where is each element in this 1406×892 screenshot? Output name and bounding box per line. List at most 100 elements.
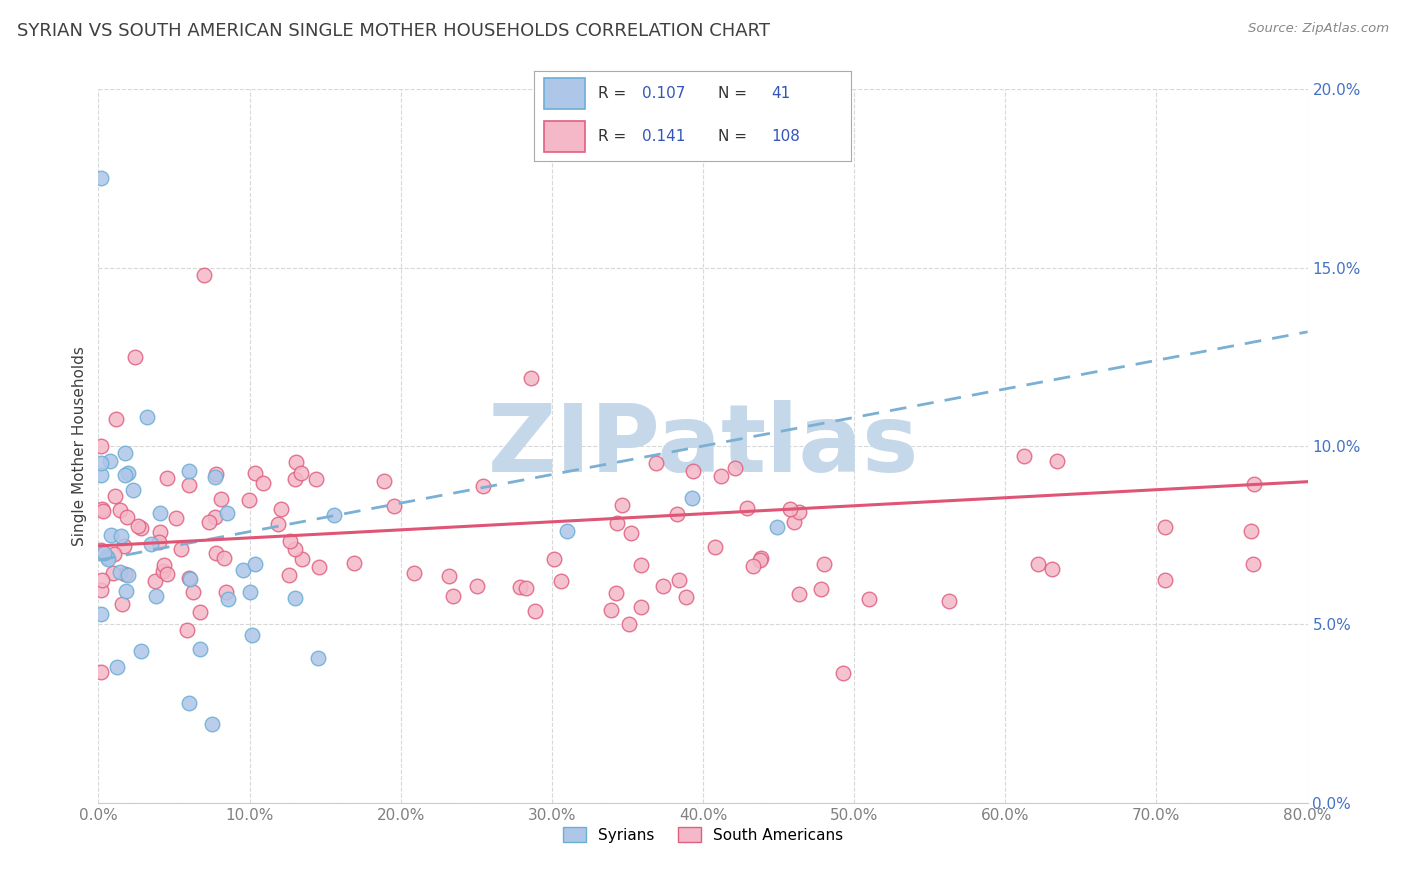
Point — [1154, 520, 1177, 534]
Point — [105, 660, 128, 674]
Bar — [544, 78, 585, 109]
Point — [284, 541, 307, 556]
Point — [550, 574, 572, 588]
Point — [90, 543, 112, 558]
Point — [124, 350, 146, 364]
Point — [209, 492, 232, 507]
Point — [122, 483, 145, 497]
Point — [115, 583, 138, 598]
Point — [1153, 574, 1175, 588]
Point — [509, 580, 531, 594]
Point — [252, 476, 274, 491]
Point — [938, 593, 960, 607]
Point — [665, 507, 688, 521]
Point — [139, 537, 162, 551]
Point — [204, 510, 226, 524]
Point — [217, 591, 239, 606]
Point — [103, 566, 125, 581]
Text: 0.107: 0.107 — [641, 87, 685, 101]
Point — [177, 478, 200, 492]
Point — [156, 471, 179, 485]
Point — [90, 171, 112, 186]
Point — [170, 542, 193, 557]
Point — [90, 468, 112, 483]
Point — [215, 507, 238, 521]
Point — [600, 603, 623, 617]
Point — [156, 567, 179, 582]
Point — [110, 565, 132, 579]
Point — [515, 582, 537, 596]
Point — [343, 557, 366, 571]
Point — [201, 717, 224, 731]
Point — [117, 568, 139, 582]
Point — [270, 501, 292, 516]
Point — [742, 559, 765, 574]
Point — [198, 515, 221, 529]
Point — [105, 412, 128, 426]
Point — [90, 456, 112, 470]
Point — [152, 564, 174, 578]
Point — [322, 508, 344, 523]
Point — [520, 371, 543, 385]
Point — [165, 511, 187, 525]
Point — [384, 499, 406, 513]
Point — [96, 550, 118, 565]
Point — [278, 534, 301, 549]
Point — [787, 587, 810, 601]
Text: 108: 108 — [772, 129, 800, 144]
Point — [766, 520, 789, 534]
Point — [751, 550, 773, 565]
Point — [437, 568, 460, 582]
Point — [108, 503, 131, 517]
Legend: Syrians, South Americans: Syrians, South Americans — [557, 821, 849, 848]
Point — [277, 568, 299, 582]
Point — [402, 566, 425, 580]
Text: N =: N = — [717, 129, 752, 144]
Point — [136, 410, 159, 425]
Point — [117, 467, 139, 481]
Point — [177, 464, 200, 478]
Point — [90, 665, 112, 679]
Point — [204, 469, 226, 483]
Point — [285, 455, 308, 469]
Point — [93, 546, 115, 560]
Text: SYRIAN VS SOUTH AMERICAN SINGLE MOTHER HOUSEHOLDS CORRELATION CHART: SYRIAN VS SOUTH AMERICAN SINGLE MOTHER H… — [17, 22, 770, 40]
Point — [240, 628, 263, 642]
Point — [675, 590, 697, 604]
Point — [858, 592, 880, 607]
Point — [555, 524, 578, 539]
Point — [1243, 476, 1265, 491]
Point — [193, 268, 215, 282]
Point — [308, 559, 330, 574]
Point — [131, 644, 153, 658]
Point — [652, 579, 675, 593]
Point — [90, 439, 112, 453]
Point — [232, 563, 254, 577]
Point — [212, 551, 235, 566]
Y-axis label: Single Mother Households: Single Mother Households — [72, 346, 87, 546]
Point — [606, 516, 628, 530]
Point — [98, 453, 121, 467]
Point — [104, 489, 127, 503]
Point — [215, 584, 238, 599]
Point — [149, 506, 172, 520]
Text: 0.141: 0.141 — [641, 129, 685, 144]
Point — [148, 535, 170, 549]
Text: R =: R = — [598, 129, 631, 144]
Point — [267, 517, 290, 532]
Point — [114, 566, 136, 581]
Point — [103, 547, 125, 561]
Point — [813, 558, 835, 572]
Point — [373, 474, 395, 488]
Point — [114, 467, 136, 482]
Point — [465, 579, 488, 593]
Point — [127, 519, 149, 533]
Point — [783, 515, 806, 529]
Point — [179, 696, 201, 710]
Point — [620, 526, 643, 541]
Point — [307, 650, 329, 665]
Point — [779, 502, 801, 516]
Point — [630, 558, 652, 572]
Point — [472, 479, 495, 493]
Point — [682, 464, 704, 478]
